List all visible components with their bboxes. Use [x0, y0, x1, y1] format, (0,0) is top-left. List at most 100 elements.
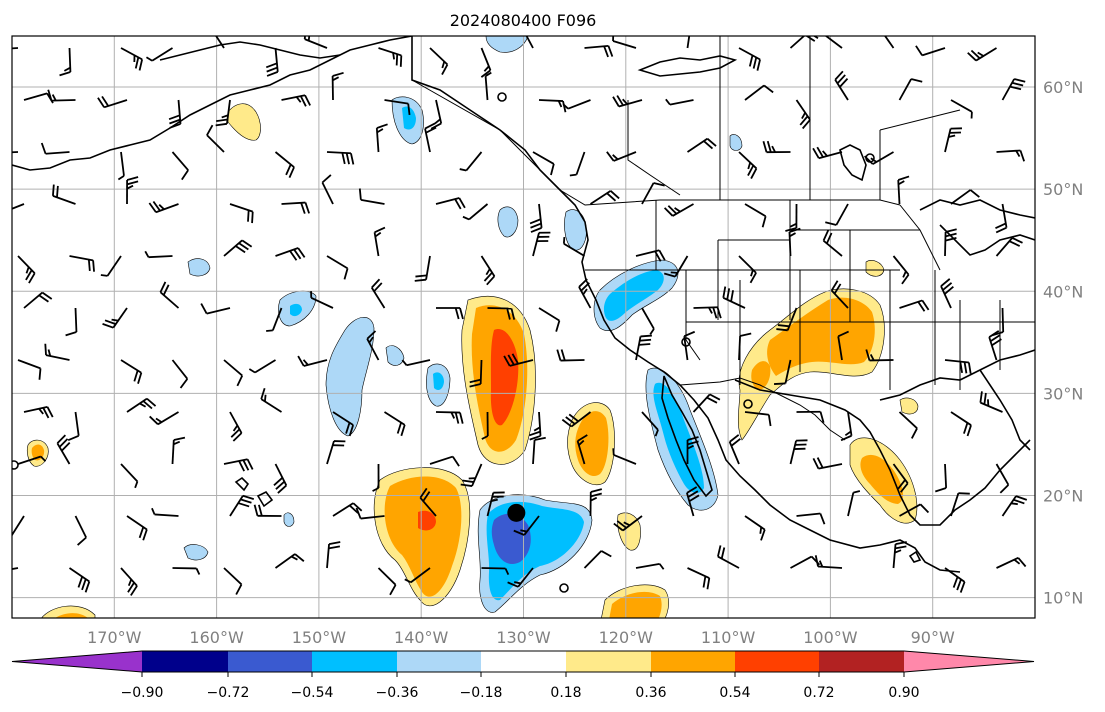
wind-barb — [151, 507, 179, 517]
wind-barb — [384, 99, 411, 116]
wind-barb — [897, 175, 910, 205]
contour-shading — [26, 36, 919, 618]
wind-barb — [830, 280, 849, 309]
colorbar-tick-label: −0.90 — [121, 685, 164, 701]
wind-barb — [641, 307, 655, 335]
wind-barb — [717, 545, 740, 569]
wind-barb — [529, 203, 543, 233]
wind-barb — [460, 463, 483, 487]
wind-barb — [17, 455, 47, 465]
wind-barb — [788, 227, 801, 257]
wind-barb — [366, 330, 380, 361]
colorbar-extend-low — [12, 651, 142, 672]
longitude-label: 140°W — [394, 628, 449, 647]
wind-barb — [532, 231, 551, 257]
wind-barb — [898, 78, 923, 101]
wind-barb — [120, 567, 138, 596]
wind-barb — [612, 36, 637, 49]
positive-field-plains-inner — [767, 297, 875, 376]
negative-field-california-inner — [603, 270, 664, 321]
longitude-labels: 170°W 160°W 150°W 140°W 130°W 120°W 110°W 100°W… — [87, 628, 955, 647]
wind-barb — [944, 567, 966, 593]
positive-field-alaska — [227, 103, 261, 141]
wind-barb — [940, 278, 954, 309]
wind-barb — [331, 71, 344, 101]
wind-barb — [481, 411, 489, 440]
wind-barb — [144, 250, 173, 259]
negative-field-small-10 — [283, 512, 295, 527]
wind-barb — [102, 307, 128, 329]
wind-barb — [744, 84, 774, 101]
longitude-label: 100°W — [803, 628, 858, 647]
wind-barb — [578, 278, 592, 309]
wind-barb — [206, 124, 225, 153]
wind-barb — [40, 142, 70, 155]
colorbar-tick-label: −0.54 — [291, 685, 334, 701]
wind-barb — [332, 502, 363, 517]
wind-barb — [785, 203, 798, 232]
wind-barb — [17, 359, 42, 380]
wind-barb — [120, 47, 144, 71]
wind-barb — [665, 98, 694, 106]
wind-barb — [589, 488, 603, 517]
positive-field-plains-inner2 — [751, 361, 771, 390]
wind-barb — [310, 291, 334, 309]
wind-barb — [822, 229, 843, 257]
wind-barb — [915, 45, 946, 57]
wind-barb — [663, 255, 689, 278]
negative-field-small-1-inner — [433, 372, 444, 390]
wind-barb — [892, 463, 909, 493]
wind-barb — [223, 359, 244, 387]
colorbar-tick-label: 0.54 — [719, 685, 750, 701]
colorbar-segment — [819, 651, 904, 672]
wind-barb — [149, 411, 179, 426]
wind-barb — [120, 359, 143, 384]
wind-barb — [435, 411, 464, 424]
wind-barb — [384, 411, 406, 437]
wind-barb — [584, 44, 614, 58]
wind-barb — [556, 349, 585, 362]
latitude-label: 30°N — [1043, 384, 1083, 403]
wind-barb — [23, 291, 53, 309]
negative-field-south-core — [491, 513, 531, 565]
colorbar-tick-label: −0.36 — [376, 685, 419, 701]
longitude-label: 110°W — [701, 628, 756, 647]
wind-barb — [532, 436, 546, 465]
wind-barb — [12, 203, 25, 210]
wind-barb — [435, 307, 464, 320]
wind-barb — [248, 359, 276, 374]
wind-barb — [693, 306, 722, 319]
wind-barb — [355, 507, 385, 520]
wind-barb — [641, 411, 659, 437]
wind-barb — [899, 503, 930, 517]
wind-barb — [200, 303, 231, 315]
wind-barb — [281, 94, 311, 107]
wind-barb — [899, 299, 930, 312]
colorbar-segment — [397, 651, 481, 672]
wind-barb — [1001, 78, 1026, 101]
wind-barb — [229, 203, 254, 224]
wind-barb — [796, 512, 826, 525]
negative-field-small-3-inner — [402, 106, 416, 130]
colorbar-tick-label: −0.72 — [207, 685, 250, 701]
wind-barb — [12, 151, 19, 154]
wind-barb — [837, 330, 849, 361]
wind-barb — [865, 349, 894, 362]
latitude-label: 50°N — [1043, 180, 1083, 199]
wind-barb — [429, 455, 460, 467]
wind-barb — [934, 463, 948, 493]
wind-barb — [944, 359, 972, 374]
wind-barb — [373, 226, 386, 257]
map-title: 2024080400 F096 — [450, 11, 597, 30]
wind-barb — [744, 411, 772, 427]
wind-barb — [281, 201, 310, 214]
wind-barb — [995, 463, 1010, 494]
wind-barb — [375, 123, 388, 153]
wind-barb — [606, 151, 637, 162]
wind-barb — [52, 184, 76, 205]
wind-barb — [274, 151, 295, 178]
wind-barb — [744, 515, 766, 541]
wind-barb — [260, 387, 282, 413]
latitude-label: 10°N — [1043, 589, 1083, 608]
wind-barb — [847, 490, 861, 517]
